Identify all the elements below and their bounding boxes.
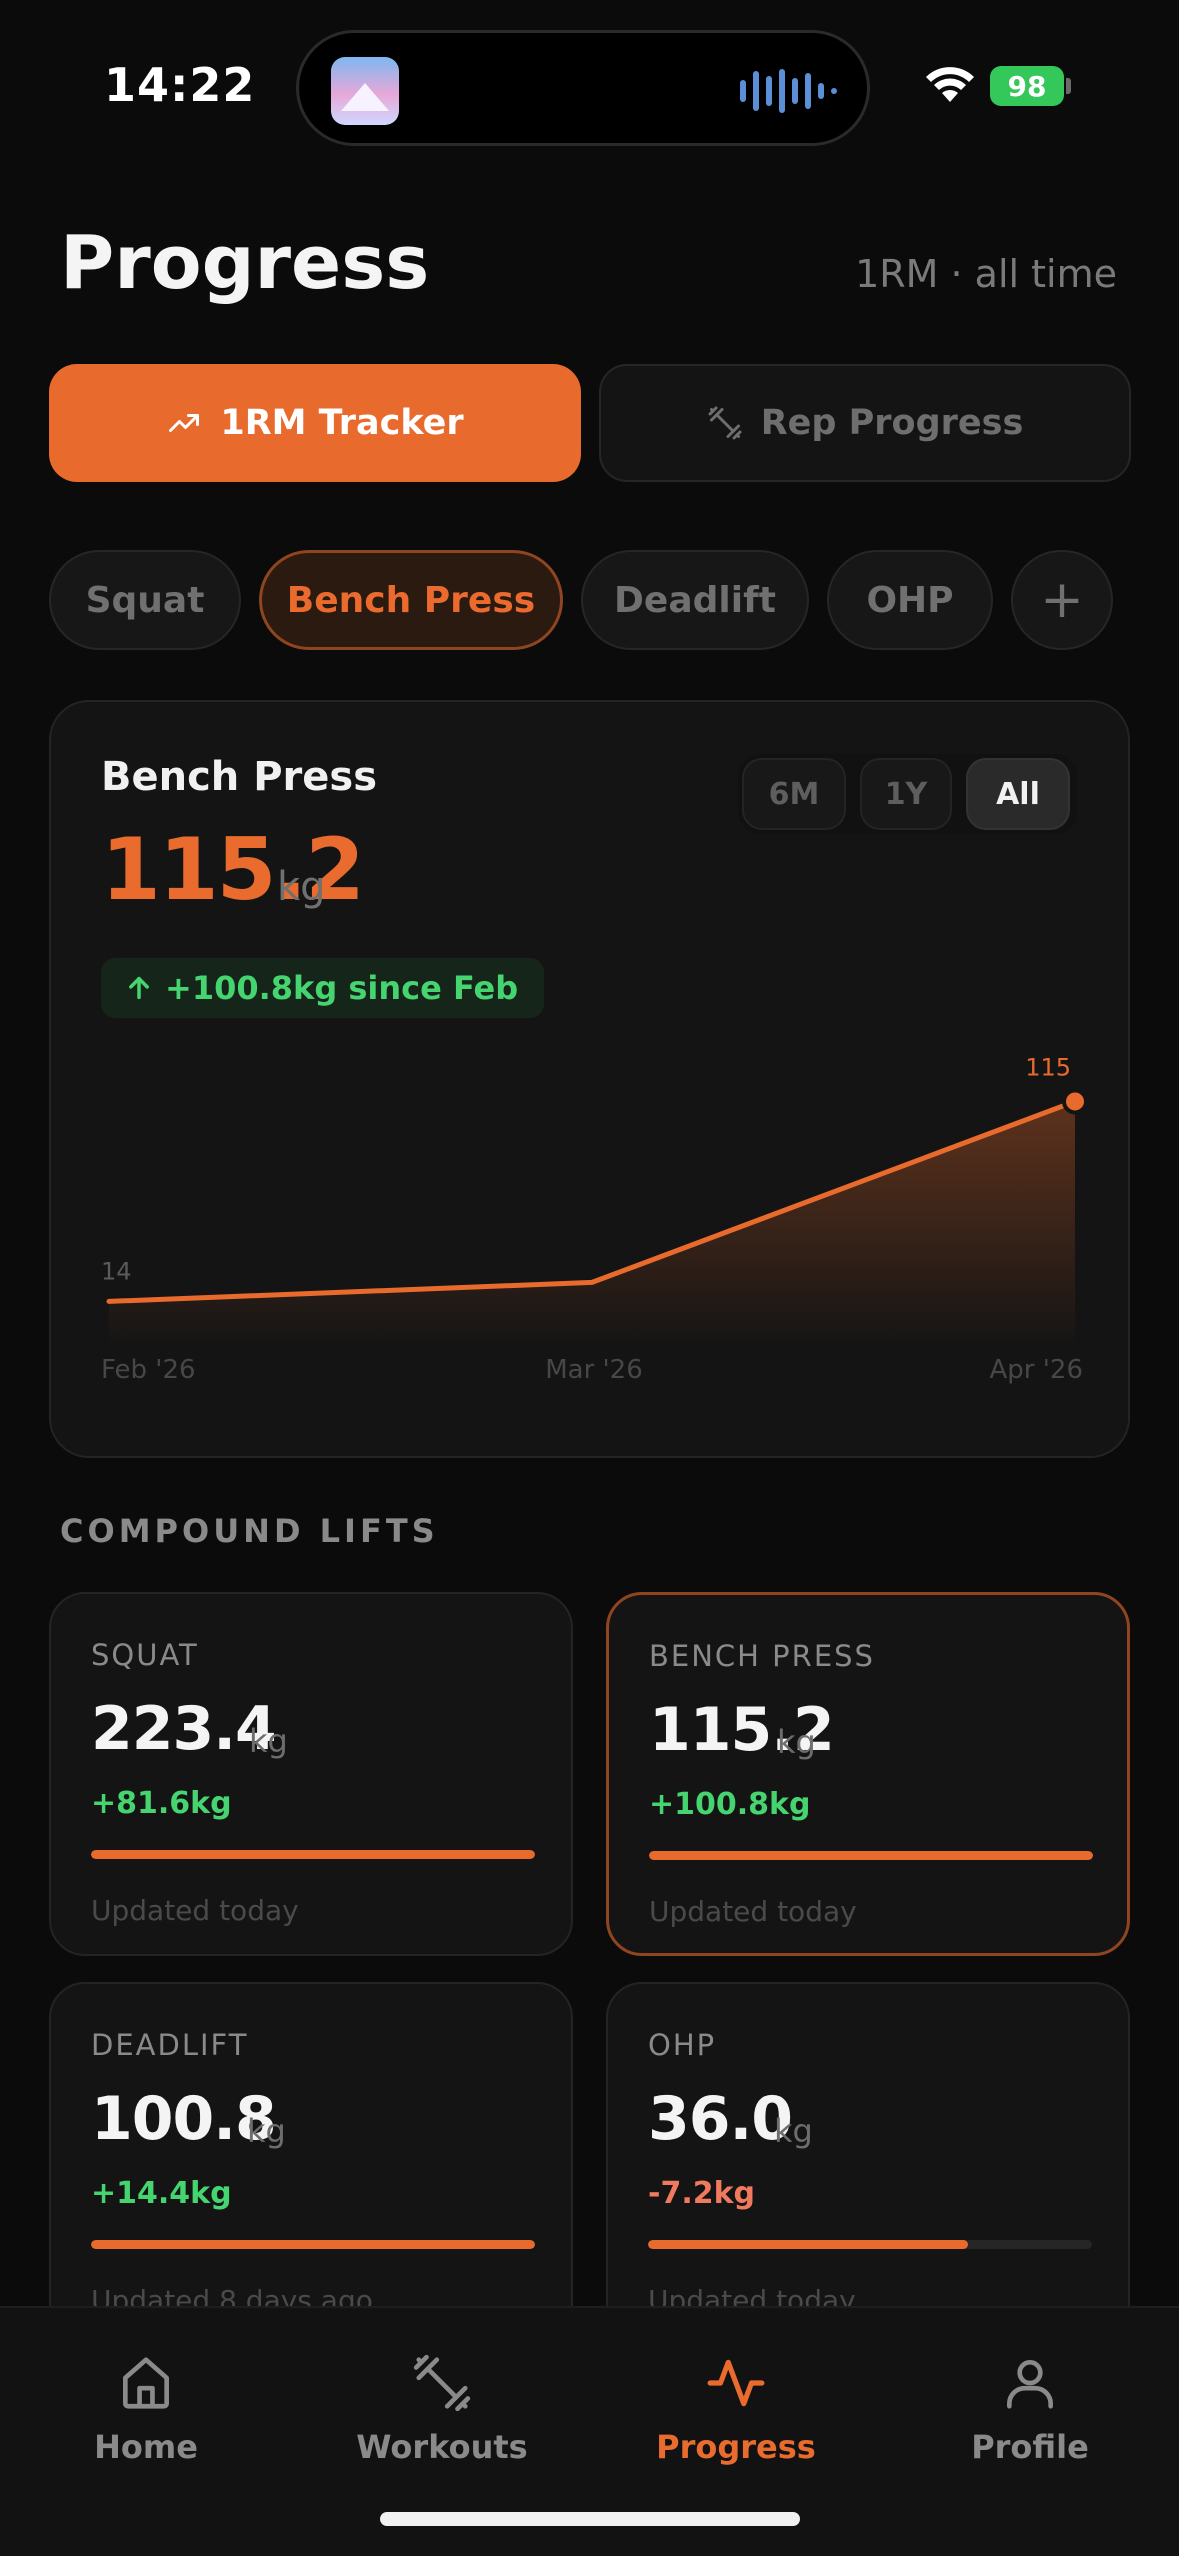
chip-bench-press[interactable]: Bench Press bbox=[259, 550, 563, 650]
lift-chart-card: Bench Press 115.2 kg +100.8kg since Feb … bbox=[49, 700, 1130, 1458]
trend-up-icon bbox=[169, 414, 200, 432]
range-1y[interactable]: 1Y bbox=[860, 758, 952, 830]
x-tick-label: Feb '26 bbox=[101, 1355, 196, 1385]
lift-value: 115.2 bbox=[649, 1695, 835, 1765]
dumbbell-icon bbox=[708, 406, 742, 440]
lift-label: BENCH PRESS bbox=[649, 1639, 875, 1673]
battery-level: 98 bbox=[1007, 69, 1047, 103]
current-1rm-value: 115.2 bbox=[101, 820, 365, 920]
lift-card-bench-press[interactable]: BENCH PRESS 115.2 kg +100.8kg Updated to… bbox=[606, 1592, 1130, 1956]
range-6m[interactable]: 6M bbox=[742, 758, 846, 830]
chip-deadlift[interactable]: Deadlift bbox=[581, 550, 809, 650]
x-tick-label: Mar '26 bbox=[545, 1355, 643, 1385]
tab-label: Rep Progress bbox=[760, 403, 1024, 443]
lift-value: 100.8 bbox=[91, 2084, 277, 2154]
tab-label: Profile bbox=[971, 2428, 1089, 2466]
audio-wave-icon bbox=[740, 67, 837, 115]
person-icon bbox=[1007, 2360, 1053, 2409]
lift-label: DEADLIFT bbox=[91, 2028, 249, 2062]
range-all[interactable]: All bbox=[966, 758, 1070, 830]
lift-progress-fill bbox=[648, 2240, 968, 2249]
chip-ohp[interactable]: OHP bbox=[827, 550, 993, 650]
wifi-icon bbox=[926, 67, 974, 102]
add-exercise-button[interactable]: + bbox=[1011, 550, 1113, 650]
page-title: Progress bbox=[60, 220, 430, 306]
lift-delta: -7.2kg bbox=[648, 2176, 756, 2211]
dynamic-island[interactable] bbox=[296, 30, 870, 146]
dumbbell-icon bbox=[413, 2354, 471, 2412]
battery-cap bbox=[1066, 78, 1071, 94]
chart-point-latest[interactable] bbox=[1062, 1088, 1088, 1115]
range-selector: 6M 1Y All bbox=[738, 754, 1078, 834]
chip-squat[interactable]: Squat bbox=[49, 550, 241, 650]
lift-label: OHP bbox=[648, 2028, 717, 2062]
home-icon bbox=[123, 2357, 169, 2409]
lift-unit: kg bbox=[247, 2112, 286, 2150]
lift-card-squat[interactable]: SQUAT 223.4 kg +81.6kg Updated today bbox=[49, 1592, 573, 1956]
lift-progress-fill bbox=[91, 1850, 535, 1859]
lift-delta: +100.8kg bbox=[649, 1787, 811, 1822]
tab-profile[interactable]: Profile bbox=[910, 2352, 1150, 2466]
1rm-area-chart: 14 115 Feb '26 Mar '26 Apr '26 bbox=[101, 1053, 1088, 1385]
chart-series-line bbox=[106, 1098, 1078, 1304]
chart-area-fill bbox=[109, 1101, 1075, 1350]
chart-point-label: 14 bbox=[101, 1257, 132, 1285]
lift-unit: kg bbox=[777, 1723, 816, 1761]
lift-progress-bar bbox=[91, 2240, 535, 2249]
chart-point-label: 115 bbox=[1025, 1053, 1071, 1081]
tab-label: Home bbox=[94, 2428, 198, 2466]
page-subtitle: 1RM · all time bbox=[855, 252, 1117, 296]
x-tick-label: Apr '26 bbox=[990, 1355, 1083, 1385]
tab-label: Progress bbox=[656, 2428, 816, 2466]
lift-progress-bar bbox=[648, 2240, 1092, 2249]
delta-text: +100.8kg since Feb bbox=[165, 969, 519, 1007]
tab-label: 1RM Tracker bbox=[220, 403, 464, 443]
status-bar: 14:22 98 bbox=[0, 0, 1179, 170]
lift-updated: Updated today bbox=[649, 1895, 857, 1928]
lift-progress-bar bbox=[649, 1851, 1093, 1860]
lift-unit: kg bbox=[249, 1722, 288, 1760]
lift-value: 36.0 bbox=[648, 2084, 793, 2154]
lift-progress-bar bbox=[91, 1850, 535, 1859]
arrow-up-icon bbox=[129, 976, 149, 1000]
lift-card-ohp[interactable]: OHP 36.0 kg -7.2kg Updated today bbox=[606, 1982, 1130, 2346]
tab-home[interactable]: Home bbox=[26, 2352, 266, 2466]
tab-progress[interactable]: Progress bbox=[616, 2352, 856, 2466]
chart-lift-name: Bench Press bbox=[101, 754, 377, 800]
battery-icon: 98 bbox=[990, 66, 1064, 106]
lift-progress-fill bbox=[649, 1851, 1093, 1860]
section-title: COMPOUND LIFTS bbox=[60, 1512, 439, 1550]
tab-1rm-tracker[interactable]: 1RM Tracker bbox=[49, 364, 581, 482]
lift-unit: kg bbox=[774, 2112, 813, 2150]
lift-delta: +81.6kg bbox=[91, 1786, 232, 1821]
current-1rm-unit: kg bbox=[277, 864, 326, 910]
lift-card-deadlift[interactable]: DEADLIFT 100.8 kg +14.4kg Updated 8 days… bbox=[49, 1982, 573, 2346]
lift-updated: Updated today bbox=[91, 1894, 299, 1927]
clock: 14:22 bbox=[104, 58, 256, 112]
home-indicator[interactable] bbox=[380, 2512, 800, 2526]
tab-workouts[interactable]: Workouts bbox=[322, 2352, 562, 2466]
activity-icon bbox=[707, 2359, 765, 2407]
tab-rep-progress[interactable]: Rep Progress bbox=[599, 364, 1131, 482]
delta-badge: +100.8kg since Feb bbox=[101, 958, 545, 1018]
lift-value: 223.4 bbox=[91, 1694, 277, 1764]
lift-label: SQUAT bbox=[91, 1638, 199, 1672]
lift-delta: +14.4kg bbox=[91, 2176, 232, 2211]
tab-label: Workouts bbox=[356, 2428, 528, 2466]
lift-progress-fill bbox=[91, 2240, 535, 2249]
now-playing-artwork bbox=[331, 57, 399, 125]
